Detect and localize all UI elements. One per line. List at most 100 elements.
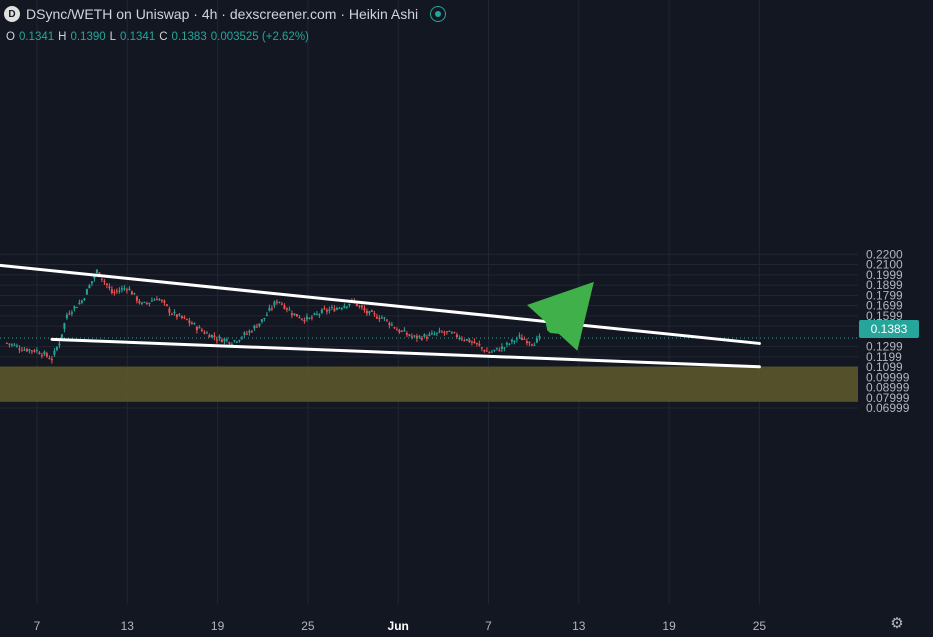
candle-body xyxy=(328,309,331,311)
candle-body xyxy=(190,322,193,325)
candle-body xyxy=(273,301,276,306)
candle-body xyxy=(260,319,263,322)
candle-body xyxy=(518,335,521,337)
candle-body xyxy=(375,316,378,319)
candle-body xyxy=(148,302,151,304)
settings-gear-icon[interactable]: ⚙ xyxy=(890,615,904,632)
candle-body xyxy=(303,319,306,322)
candle-body xyxy=(63,323,66,329)
candle-body xyxy=(53,350,56,355)
candle-body xyxy=(88,285,91,289)
x-tick-label: Jun xyxy=(388,619,409,633)
candle-body xyxy=(488,352,491,354)
candle-body xyxy=(83,298,86,300)
candle-body xyxy=(490,351,493,353)
x-tick-label: 19 xyxy=(662,619,676,633)
candle-body xyxy=(110,289,113,293)
candle-body xyxy=(188,320,191,323)
candle-body xyxy=(435,332,438,334)
candle-body xyxy=(393,327,396,329)
candle-body xyxy=(283,305,286,309)
candle-body xyxy=(410,336,413,338)
candle-body xyxy=(90,281,93,284)
candle-body xyxy=(348,303,351,306)
breakout-arrow xyxy=(527,281,594,351)
x-tick-label: 7 xyxy=(34,619,41,633)
x-tick-label: 7 xyxy=(485,619,492,633)
candle-body xyxy=(248,330,251,333)
last-price-tag: 0.1383 xyxy=(859,320,919,338)
candle-body xyxy=(80,300,83,303)
candle-body xyxy=(310,317,313,319)
grid-lines xyxy=(0,0,858,604)
candle-body xyxy=(438,330,441,332)
candle-body xyxy=(133,292,136,294)
candle-body xyxy=(150,300,153,302)
candle-body xyxy=(48,358,51,360)
candle-body xyxy=(213,335,216,338)
candle-body xyxy=(515,338,518,340)
candle-body xyxy=(380,317,383,319)
candle-body xyxy=(280,303,283,305)
candle-body xyxy=(103,280,106,282)
y-tick-label: 0.2100 xyxy=(866,258,903,272)
candle-body xyxy=(38,352,41,355)
candle-body xyxy=(485,350,488,352)
candle-body xyxy=(513,341,516,343)
candle-body xyxy=(288,309,291,311)
candle-body xyxy=(263,317,266,319)
candle-body xyxy=(468,339,471,343)
candle-body xyxy=(55,347,58,350)
candle-body xyxy=(498,349,501,352)
candle-body xyxy=(305,316,308,320)
candle-body xyxy=(500,346,503,349)
candle-body xyxy=(20,350,23,352)
price-axis[interactable]: 0.22000.21000.19990.18990.17990.16990.15… xyxy=(866,247,910,415)
candle-body xyxy=(245,333,248,335)
candle-body xyxy=(130,291,133,295)
candle-body xyxy=(395,329,398,331)
candle-body xyxy=(35,349,38,352)
candle-body xyxy=(138,301,141,304)
candle-body xyxy=(455,334,458,338)
candle-body xyxy=(60,334,63,338)
candle-body xyxy=(100,278,103,280)
ohlc-change: 0.003525 (+2.62%) xyxy=(210,31,309,43)
candle-body xyxy=(225,339,228,341)
candle-body xyxy=(483,350,486,352)
candle-body xyxy=(223,338,226,341)
candle-body xyxy=(430,333,433,335)
ohlc-low-label: L xyxy=(109,31,117,43)
candle-body xyxy=(8,343,11,345)
candle-body xyxy=(168,308,171,313)
lower-trendline xyxy=(50,337,761,369)
candle-body xyxy=(408,334,411,336)
candle-body xyxy=(160,300,163,302)
candle-body xyxy=(175,314,178,318)
candle-body xyxy=(10,344,13,346)
y-tick-label: 0.1299 xyxy=(866,340,903,354)
candle-body xyxy=(128,288,131,291)
candle-body xyxy=(228,342,231,344)
candle-body xyxy=(170,313,173,315)
candle-body xyxy=(233,340,236,342)
candle-body xyxy=(520,337,523,341)
candle-body xyxy=(355,303,358,307)
candle-body xyxy=(335,308,338,310)
candle-body xyxy=(400,330,403,332)
candle-body xyxy=(208,335,211,338)
ohlc-close-label: C xyxy=(159,31,168,43)
candle-body xyxy=(65,314,68,319)
y-tick-label: 0.07999 xyxy=(866,391,910,405)
candle-body xyxy=(538,336,541,338)
candle-body xyxy=(268,307,271,311)
candle-body xyxy=(325,309,328,312)
candle-body xyxy=(18,348,21,350)
candle-body xyxy=(298,317,301,319)
time-axis[interactable]: 7 13 19 25 Jun 7 13 19 25 xyxy=(34,619,767,633)
candle-body xyxy=(505,342,508,345)
candle-body xyxy=(58,343,61,346)
candle-body xyxy=(240,337,243,339)
status-dot-icon[interactable] xyxy=(430,6,447,22)
